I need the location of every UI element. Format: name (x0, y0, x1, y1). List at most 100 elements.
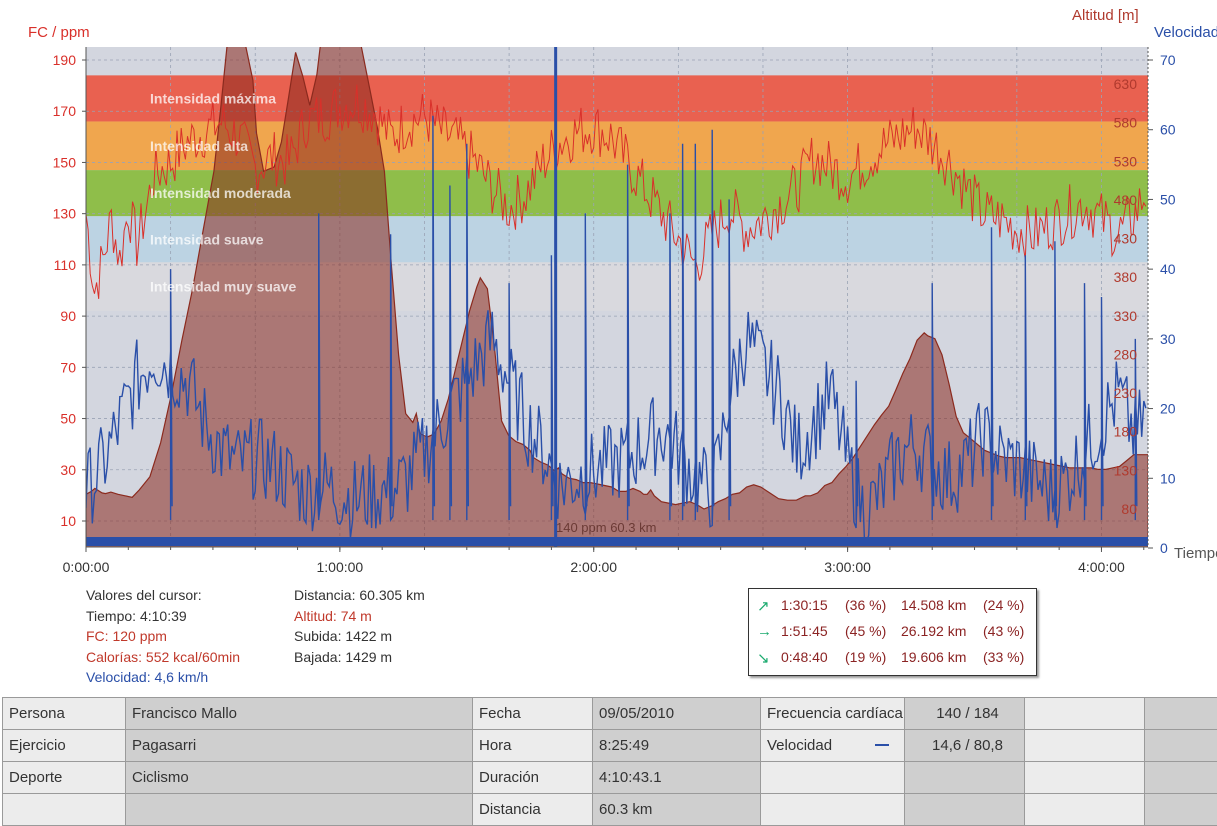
x-tick-label: 1:00:00 (317, 559, 364, 575)
arrow-down-right-icon: ↘ (757, 649, 770, 667)
empty-cell (761, 762, 905, 794)
y-left-tick-label: 10 (60, 513, 76, 529)
empty-cell (1025, 794, 1145, 826)
y-left-tick-label: 190 (53, 52, 77, 68)
empty-cell (3, 794, 126, 826)
cursor-values-title: Valores del cursor: (86, 585, 240, 606)
slope-distance-pct: (33 %) (983, 649, 1024, 665)
y-right-speed-tick-label: 70 (1160, 52, 1176, 68)
table-row: Deporte Ciclismo Duración 4:10:43.1 (3, 762, 1217, 794)
y-right-altitude-tick-label: 480 (1114, 192, 1138, 208)
speed-value: 14,6 / 80,8 (905, 730, 1025, 762)
slope-distance-pct: (43 %) (983, 623, 1024, 639)
hr-label-text: Frecuencia cardíaca (767, 705, 903, 722)
y-right-speed-tick-label: 30 (1160, 331, 1176, 347)
y-right-altitude-tick-label: 380 (1114, 269, 1138, 285)
x-axis-title: Tiempo (1174, 545, 1217, 562)
cursor-speed: Velocidad: 4,6 km/h (86, 667, 240, 688)
y-right-speed-tick-label: 10 (1160, 470, 1176, 486)
persona-label: Persona (3, 698, 126, 730)
distancia-label: Distancia (473, 794, 593, 826)
empty-cell (1145, 698, 1217, 730)
summary-table: Persona Francisco Mallo Fecha 09/05/2010… (2, 697, 1217, 826)
y-right-altitude-tick-label: 430 (1114, 231, 1138, 247)
x-tick-label: 2:00:00 (570, 559, 617, 575)
y-right-speed-tick-label: 60 (1160, 122, 1176, 138)
y-right-altitude-tick-label: 280 (1114, 346, 1138, 362)
y-right-altitude-tick-label: 230 (1114, 385, 1138, 401)
ejercicio-label: Ejercicio (3, 730, 126, 762)
empty-cell (905, 762, 1025, 794)
zone-label: Intensidad suave (150, 231, 264, 247)
slope-distance: 19.606 km (901, 649, 966, 665)
cursor-distance: Distancia: 60.305 km (294, 585, 425, 606)
x-tick-label: 4:00:00 (1078, 559, 1125, 575)
empty-cell (126, 794, 473, 826)
y-left-tick-label: 90 (60, 308, 76, 324)
cursor-descent: Bajada: 1429 m (294, 647, 425, 668)
duracion-value: 4:10:43.1 (593, 762, 761, 794)
speed-label-text: Velocidad (767, 737, 832, 754)
empty-cell (905, 794, 1025, 826)
empty-cell (1145, 794, 1217, 826)
slope-time-pct: (45 %) (845, 623, 886, 639)
arrow-right-icon: → (757, 623, 772, 640)
duracion-label: Duración (473, 762, 593, 794)
slope-time: 0:48:40 (781, 649, 828, 665)
speed-label: Velocidad (761, 730, 905, 762)
fecha-value: 09/05/2010 (593, 698, 761, 730)
empty-cell (1025, 730, 1145, 762)
table-row: Distancia 60.3 km (3, 794, 1217, 826)
y-right-altitude-tick-label: 180 (1114, 424, 1138, 440)
cursor-label: 140 ppm 60.3 km (556, 520, 656, 535)
hr-value: 140 / 184 (905, 698, 1025, 730)
y-right-speed-tick-label: 40 (1160, 261, 1176, 277)
hora-value: 8:25:49 (593, 730, 761, 762)
deporte-label: Deporte (3, 762, 126, 794)
zone-label: Intensidad alta (150, 138, 248, 154)
slope-time: 1:30:15 (781, 597, 828, 613)
fecha-label: Fecha (473, 698, 593, 730)
empty-cell (1145, 730, 1217, 762)
y-right-altitude-tick-label: 130 (1114, 462, 1138, 478)
hr-label: Frecuencia cardíaca (761, 698, 905, 730)
zone-label: Intensidad muy suave (150, 279, 296, 295)
zone-label: Intensidad moderada (150, 185, 291, 201)
y-right-altitude-tick-label: 580 (1114, 115, 1138, 131)
y-left-tick-label: 150 (53, 154, 77, 170)
y-left-tick-label: 30 (60, 462, 76, 478)
slope-time: 1:51:45 (781, 623, 828, 639)
slope-time-pct: (19 %) (845, 649, 886, 665)
y-right-altitude-tick-label: 630 (1114, 76, 1138, 92)
empty-cell (761, 794, 905, 826)
cursor-hr: FC: 120 ppm (86, 626, 240, 647)
y-right-speed-tick-label: 50 (1160, 191, 1176, 207)
speed-legend-swatch (875, 744, 889, 746)
slope-summary-box: ↗ 1:30:15 (36 %) 14.508 km (24 %) → 1:51… (748, 588, 1037, 676)
y-right-altitude-title: Altitud [m] (1072, 7, 1139, 24)
empty-cell (1025, 698, 1145, 730)
cursor-altitude: Altitud: 74 m (294, 606, 425, 627)
y-right-speed-title: Velocidad (1154, 24, 1217, 41)
table-row: Persona Francisco Mallo Fecha 09/05/2010… (3, 698, 1217, 730)
y-left-title: FC / ppm (28, 24, 90, 41)
slope-distance: 26.192 km (901, 623, 966, 639)
y-right-altitude-tick-label: 530 (1114, 153, 1138, 169)
slope-time-pct: (36 %) (845, 597, 886, 613)
cursor-time: Tiempo: 4:10:39 (86, 606, 240, 627)
x-tick-label: 3:00:00 (824, 559, 871, 575)
empty-cell (1145, 762, 1217, 794)
y-right-speed-tick-label: 0 (1160, 540, 1168, 556)
distancia-value: 60.3 km (593, 794, 761, 826)
y-left-tick-label: 170 (53, 103, 77, 119)
y-right-altitude-tick-label: 330 (1114, 308, 1138, 324)
y-left-tick-label: 50 (60, 411, 76, 427)
cursor-values-right: Distancia: 60.305 km Altitud: 74 m Subid… (294, 585, 425, 667)
y-left-tick-label: 130 (53, 206, 77, 222)
cursor-values-left: Valores del cursor: Tiempo: 4:10:39 FC: … (86, 585, 240, 688)
persona-value: Francisco Mallo (126, 698, 473, 730)
ejercicio-value: Pagasarri (126, 730, 473, 762)
y-left-tick-label: 70 (60, 359, 76, 375)
arrow-up-right-icon: ↗ (757, 597, 770, 615)
y-right-speed-tick-label: 20 (1160, 401, 1176, 417)
